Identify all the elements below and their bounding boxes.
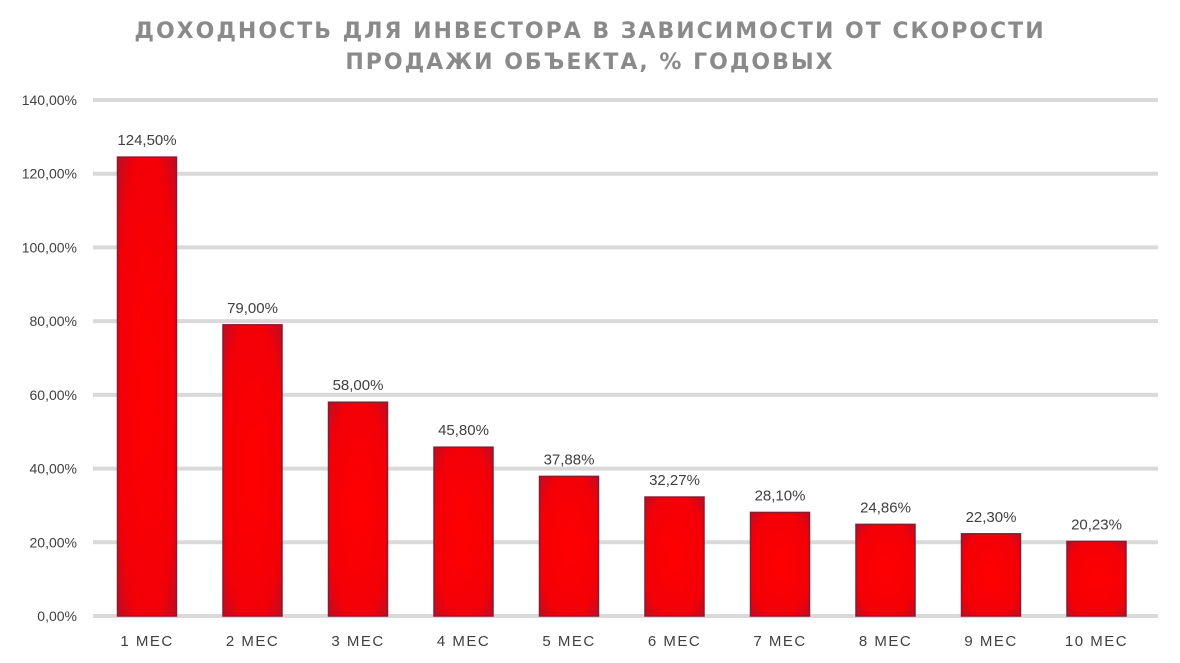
data-label: 20,23% — [1071, 516, 1122, 533]
x-tick-label: 9 МЕС — [964, 633, 1017, 650]
data-label: 79,00% — [227, 300, 278, 317]
chart-title: ДОХОДНОСТЬ ДЛЯ ИНВЕСТОРА В ЗАВИСИМОСТИ О… — [0, 16, 1180, 78]
x-tick-label: 2 МЕС — [226, 633, 279, 650]
x-tick-label: 4 МЕС — [437, 633, 490, 650]
data-label: 37,88% — [544, 451, 595, 468]
y-tick-label: 120,00% — [22, 166, 77, 182]
y-tick-label: 20,00% — [30, 534, 77, 550]
data-label: 32,27% — [649, 472, 700, 489]
data-label: 28,10% — [755, 487, 806, 504]
data-label: 45,80% — [438, 422, 489, 439]
y-tick-label: 40,00% — [30, 461, 77, 477]
x-tick-label: 1 МЕС — [120, 633, 173, 650]
bar — [749, 511, 811, 617]
bar — [855, 523, 916, 617]
x-tick-label: 6 МЕС — [648, 633, 701, 650]
bar — [222, 324, 283, 617]
data-label: 24,86% — [860, 499, 911, 516]
x-tick-label: 7 МЕС — [753, 633, 806, 650]
chart-title-line-2: ПРОДАЖИ ОБЪЕКТА, % ГОДОВЫХ — [345, 50, 835, 75]
bar — [538, 475, 600, 617]
data-label: 22,30% — [966, 509, 1017, 526]
bar — [1066, 540, 1127, 617]
y-tick-label: 140,00% — [22, 92, 77, 108]
x-tick-label: 3 МЕС — [331, 633, 384, 650]
x-tick-label: 8 МЕС — [859, 633, 912, 650]
chart-title-line-1: ДОХОДНОСТЬ ДЛЯ ИНВЕСТОРА В ЗАВИСИМОСТИ О… — [134, 19, 1046, 44]
bar — [960, 533, 1022, 617]
y-tick-label: 80,00% — [30, 313, 77, 329]
data-label: 124,50% — [117, 132, 176, 149]
x-tick-label: 10 МЕС — [1065, 633, 1128, 650]
data-label: 58,00% — [333, 377, 384, 394]
x-tick-label: 5 МЕС — [542, 633, 595, 650]
bar — [644, 496, 705, 617]
y-tick-label: 60,00% — [30, 387, 77, 403]
bar — [433, 446, 494, 617]
bar — [116, 156, 178, 617]
y-tick-label: 0,00% — [37, 608, 77, 624]
y-tick-label: 100,00% — [22, 239, 77, 255]
bar — [327, 401, 389, 617]
